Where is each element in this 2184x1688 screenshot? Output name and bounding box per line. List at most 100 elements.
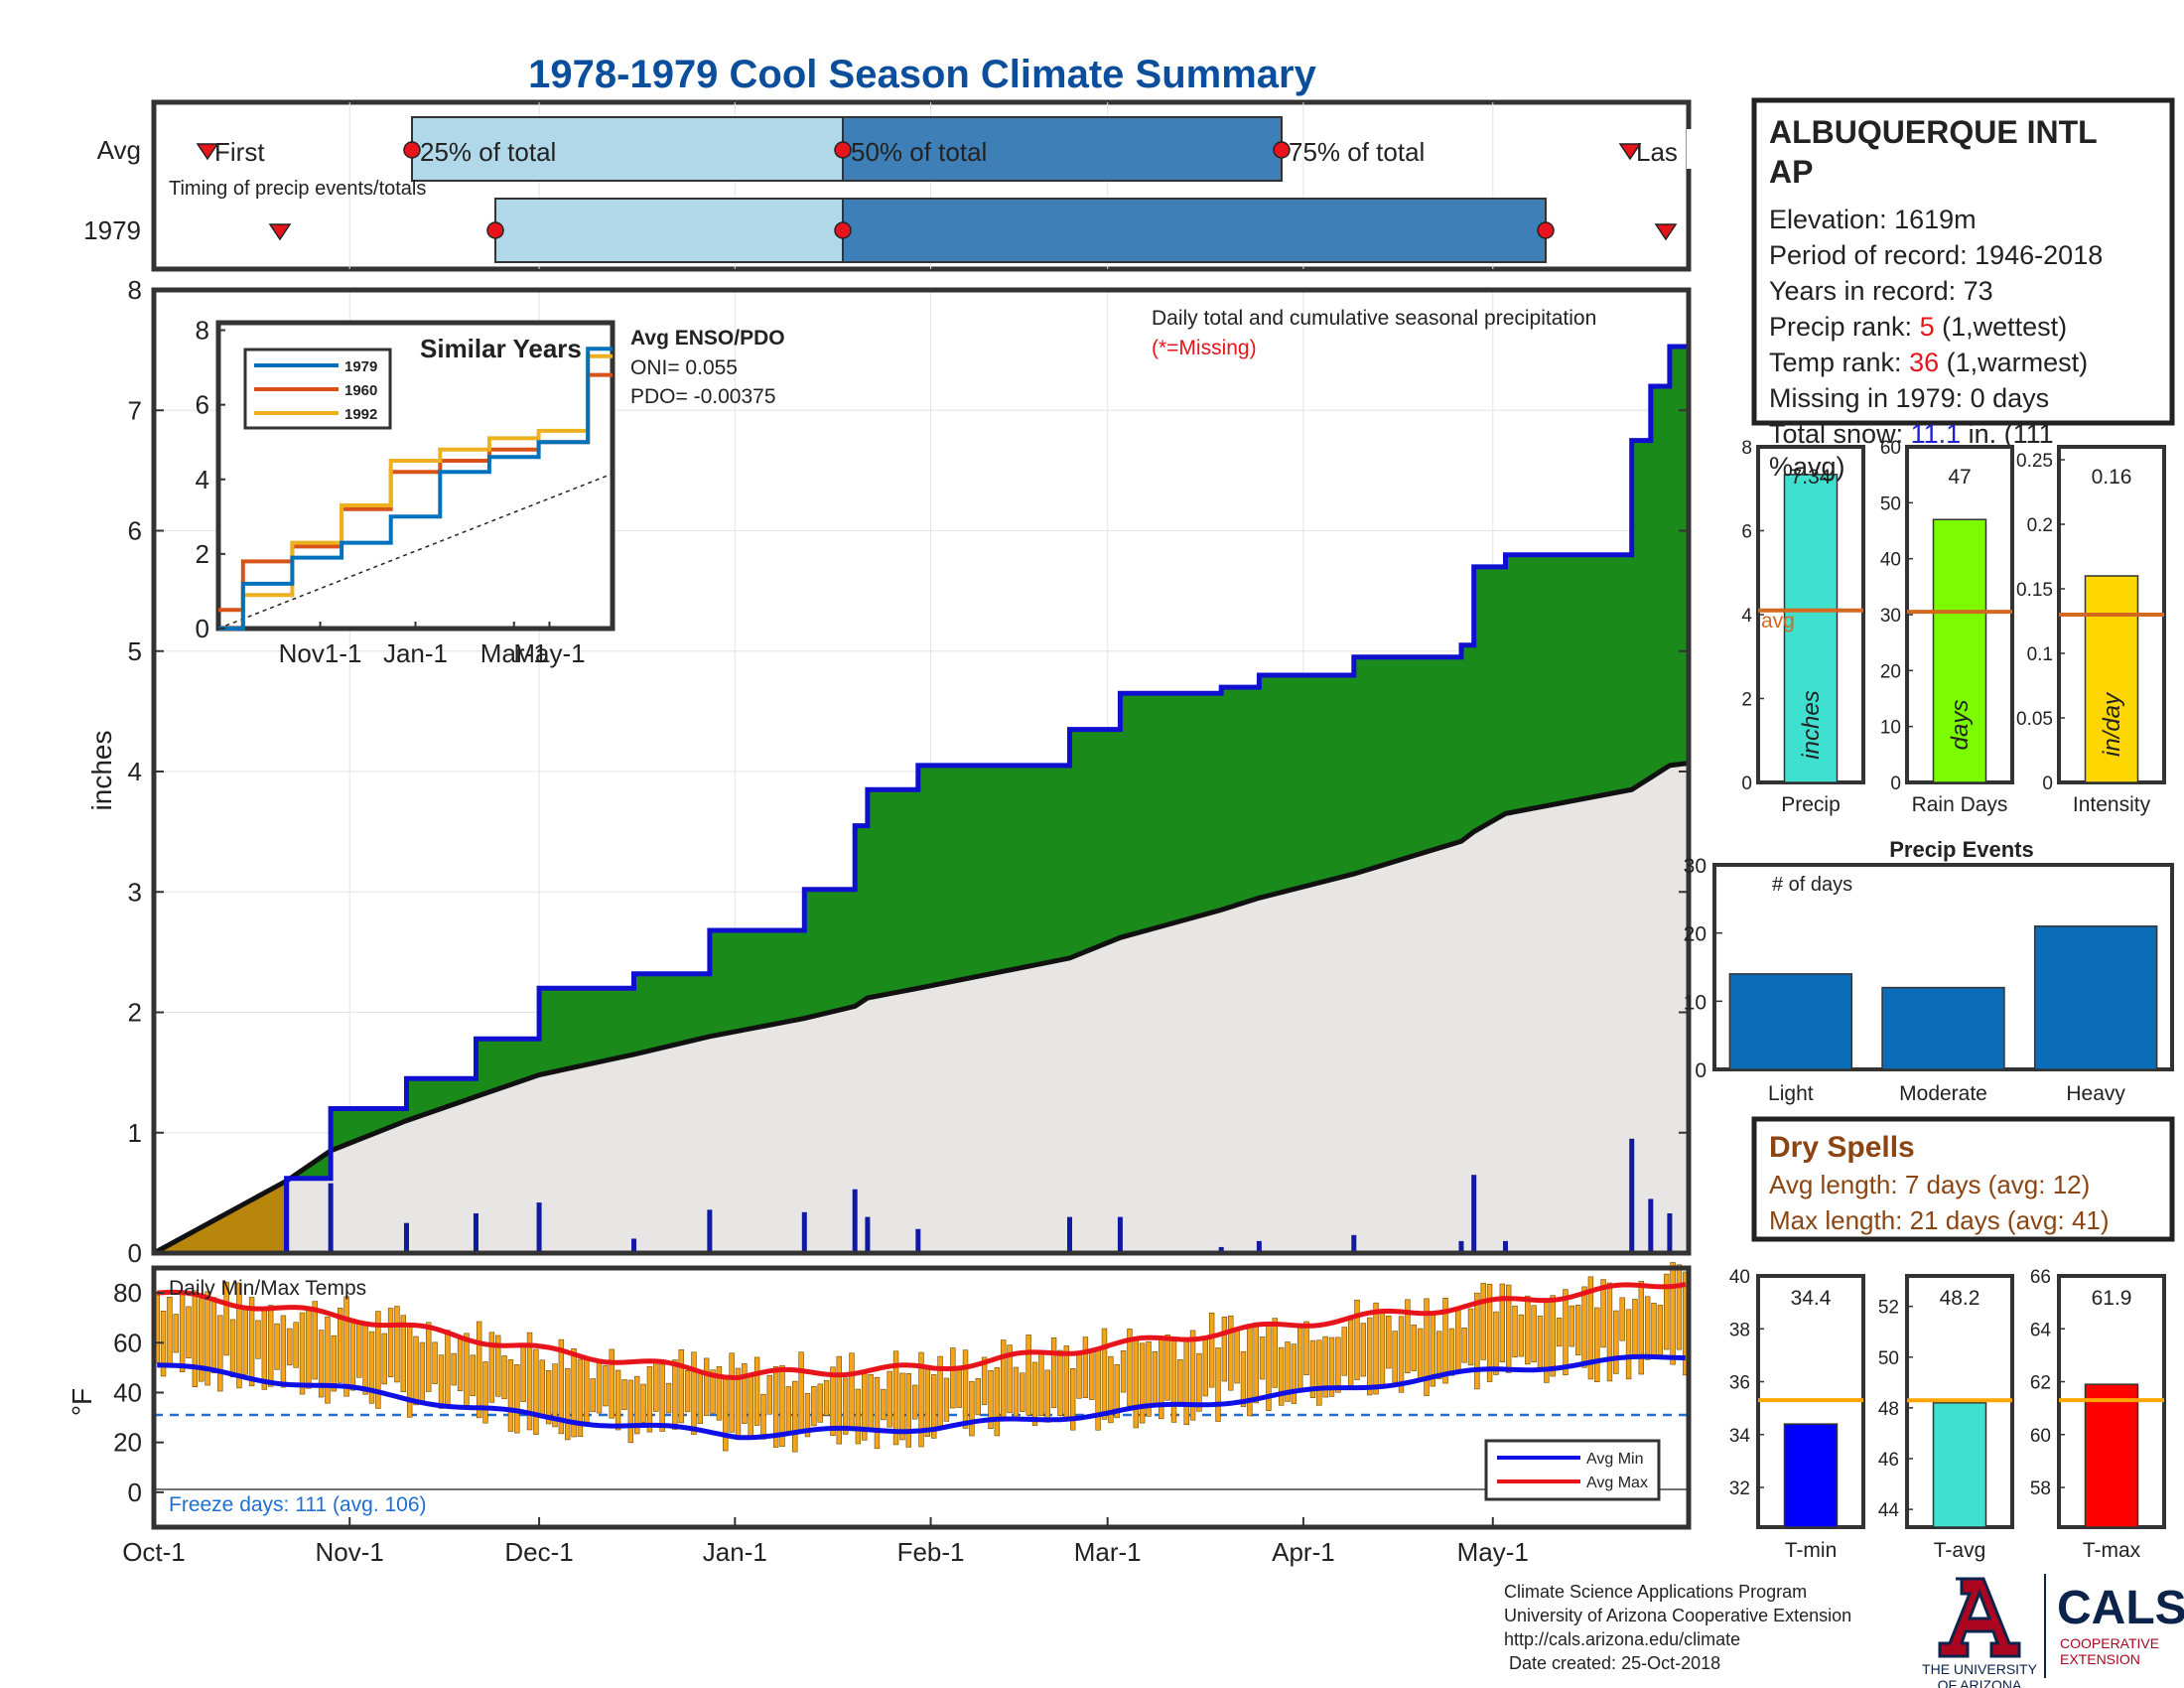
daily-temp-range-bar — [1512, 1305, 1518, 1358]
daily-temp-range-bar — [1038, 1350, 1044, 1417]
tavg-ytick-label: 46 — [1878, 1450, 1899, 1471]
daily-temp-range-bar — [766, 1374, 773, 1415]
daily-temp-range-bar — [488, 1332, 495, 1403]
daily-temp-range-bar — [1297, 1323, 1303, 1393]
tmax-ytick-label: 60 — [2030, 1426, 2051, 1447]
daily-temp-range-bar — [678, 1348, 684, 1424]
precip-annotation-missing: (*=Missing) — [1152, 337, 1257, 359]
cals-sub-line2: EXTENSION — [2060, 1651, 2140, 1667]
timing-caption: Timing of precip events/totals — [169, 178, 426, 200]
intensity-ytick-label: 0.2 — [2027, 515, 2053, 536]
daily-temp-range-bar — [1189, 1330, 1196, 1421]
inset-legend-1979: 1979 — [344, 358, 377, 375]
rain-ytick-label: 50 — [1880, 493, 1901, 514]
daily-temp-range-bar — [798, 1351, 804, 1433]
daily-temp-range-bar — [274, 1323, 280, 1370]
precip-value-bar — [1783, 474, 1839, 783]
precip-ytick-label: 2 — [1741, 690, 1752, 711]
station-temp-rank: Temp rank: 36 (1,warmest) — [1769, 348, 2088, 377]
daily-temp-range-bar — [868, 1373, 874, 1430]
daily-temp-range-bar — [590, 1378, 596, 1413]
daily-temp-range-bar — [887, 1370, 892, 1428]
daily-temp-range-bar — [969, 1380, 975, 1437]
daily-temp-range-bar — [1164, 1335, 1170, 1401]
daily-temp-range-bar — [438, 1354, 445, 1409]
avg-quartile-high-box — [842, 116, 1283, 182]
daily-temp-range-bar — [874, 1376, 881, 1450]
daily-temp-range-bar — [1657, 1305, 1664, 1356]
daily-temp-range-bar — [1278, 1346, 1285, 1406]
x-axis-month-label: Mar-1 — [1074, 1537, 1142, 1567]
tmax-value-bar — [2084, 1383, 2139, 1528]
daily-temp-range-bar — [1424, 1298, 1430, 1396]
daily-temp-range-bar — [710, 1369, 716, 1414]
daily-temp-range-bar — [394, 1306, 400, 1383]
daily-temp-range-bar — [223, 1281, 229, 1356]
tavg-ytick-label: 50 — [1878, 1348, 1899, 1369]
daily-temp-range-bar — [186, 1306, 192, 1358]
daily-temp-range-bar — [1625, 1309, 1632, 1380]
daily-temp-range-bar — [918, 1351, 924, 1448]
oni-value: ONI= 0.055 — [630, 356, 738, 379]
station-missing: Missing in 1979: 0 days — [1769, 383, 2049, 413]
daily-temp-range-bar — [905, 1373, 911, 1448]
daily-temp-range-bar — [1360, 1323, 1367, 1377]
precip-ytick-label: 3 — [128, 877, 142, 907]
station-total-snow: Total snow: 11.1 in. (111 — [1769, 419, 2054, 449]
daily-temp-range-bar — [1651, 1303, 1657, 1359]
station-total-snow-pct: %avg) — [1769, 452, 1845, 482]
rain-unit-label: days — [1947, 700, 1974, 751]
precip-ytick-label: 5 — [128, 636, 142, 666]
daily-temp-range-bar — [1076, 1354, 1082, 1399]
daily-temp-range-bar — [665, 1382, 672, 1414]
rain-value-label: 47 — [1948, 466, 1971, 489]
precip-annotation-line1: Daily total and cumulative seasonal prec… — [1152, 307, 1596, 330]
daily-temp-range-bar — [1347, 1320, 1354, 1387]
season-totals-bar-charts: 7.34 inches 0 2 4 6 8 Precip avg 47 days 0 10 20 30 40 5… — [1741, 438, 2166, 816]
daily-temp-range-bar — [482, 1361, 488, 1424]
marker-25-label: 25% of total — [420, 137, 556, 167]
daily-temp-range-bar — [1202, 1336, 1208, 1397]
daily-temp-range-bar — [950, 1347, 956, 1409]
daily-temp-range-bar — [343, 1296, 349, 1397]
daily-temp-range-bar — [899, 1372, 905, 1441]
daily-temp-range-bar — [1556, 1317, 1563, 1347]
daily-temp-range-bar — [1031, 1361, 1038, 1426]
daily-temp-range-bar — [331, 1335, 338, 1392]
marker-75-label: 75% of total — [1289, 137, 1425, 167]
events-ytick-label: 0 — [1695, 1059, 1706, 1082]
ua-name-line1: THE UNIVERSITY — [1922, 1661, 2038, 1677]
daily-temp-range-bar — [1493, 1311, 1499, 1375]
daily-temp-range-bar — [1007, 1344, 1013, 1414]
daily-temp-range-bar — [672, 1359, 678, 1430]
daily-temp-range-bar — [975, 1377, 981, 1416]
inset-line-1992 — [218, 353, 613, 631]
temp-y-axis-label: °F — [67, 1388, 97, 1416]
tmin-value-label: 34.4 — [1791, 1287, 1832, 1310]
cals-sub-line1: COOPERATIVE — [2060, 1635, 2159, 1651]
inset-xtick-label: Nov1-1 — [279, 638, 362, 668]
station-info-box: ALBUQUERQUE INTL AP Elevation: 1619m Per… — [1751, 97, 2175, 426]
daily-temp-range-bar — [1120, 1349, 1127, 1393]
temp-panel-frame — [151, 1265, 1692, 1530]
daily-temp-range-bar — [988, 1369, 994, 1429]
daily-temp-range-bar — [1600, 1279, 1606, 1348]
daily-temp-range-bar — [1587, 1276, 1594, 1380]
temp-ytick-label: 80 — [113, 1278, 142, 1308]
temp-panel-label: Daily Min/Max Temps — [169, 1277, 366, 1300]
rain-ytick-label: 20 — [1880, 661, 1901, 682]
daily-temp-range-bar — [1341, 1327, 1347, 1376]
1979-25-percent-marker — [486, 221, 504, 239]
daily-temp-range-bar — [1405, 1299, 1411, 1373]
tmax-value-label: 61.9 — [2092, 1287, 2132, 1310]
daily-temp-range-bar — [1095, 1348, 1101, 1431]
inset-line-1979 — [218, 347, 613, 631]
daily-temp-range-bar — [255, 1320, 261, 1359]
daily-temp-range-bar — [236, 1282, 242, 1389]
inset-ytick-label: 8 — [196, 316, 209, 346]
daily-temp-range-bar — [419, 1341, 426, 1405]
daily-temp-range-bar — [470, 1354, 476, 1396]
daily-temp-range-bar — [697, 1369, 704, 1424]
daily-temp-range-bar — [1619, 1297, 1625, 1341]
